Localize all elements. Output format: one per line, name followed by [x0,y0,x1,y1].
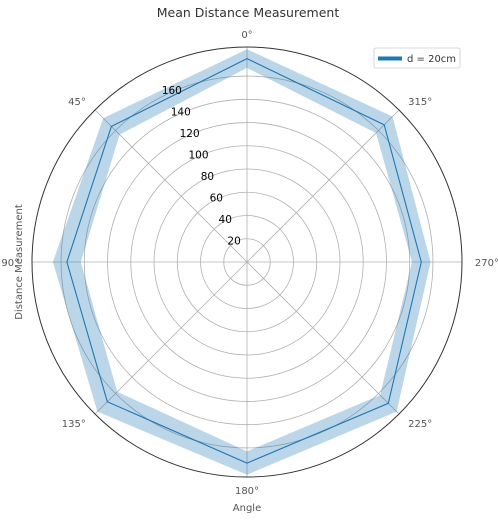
polar-grid [31,46,463,478]
angle-tick-label: 225° [408,419,432,430]
angular-grid-line [94,261,248,415]
legend-box [373,47,461,69]
angular-grid-line [246,261,400,415]
radial-tick-label: 100 [189,150,209,162]
radial-tick-label: 140 [171,107,191,119]
angle-tick-label: 90° [1,258,19,269]
radial-tick-label: 120 [180,128,200,140]
angular-grid-line [94,109,248,263]
series-layer [52,49,431,475]
tick-labels: 20 40 60 80 100 120 140 160 0° 45° 90° 135° 180° 225°… [1,30,498,497]
series-line [66,57,422,464]
legend: d = 20cm [373,47,461,69]
angle-tick-label: 45° [68,97,86,108]
radial-tick-label: 60 [210,193,223,205]
radial-tick-label: 80 [201,171,214,183]
radial-tick-label: 160 [162,85,182,97]
angle-tick-label: 135° [62,419,86,430]
polar-frame [31,46,463,478]
angle-tick-label: 0° [241,30,252,41]
angle-tick-label: 270° [475,258,498,269]
chart-title: Mean Distance Measurement [157,5,340,20]
angular-grid-line [246,109,400,263]
angle-tick-label: 180° [235,486,259,497]
y-axis-label: Distance Measurement [14,204,25,320]
radial-tick-label: 20 [227,236,240,248]
x-axis-label: Angle [233,503,261,514]
legend-label: d = 20cm [407,54,456,65]
angle-tick-label: 315° [408,97,432,108]
radial-tick-label: 40 [219,214,232,226]
